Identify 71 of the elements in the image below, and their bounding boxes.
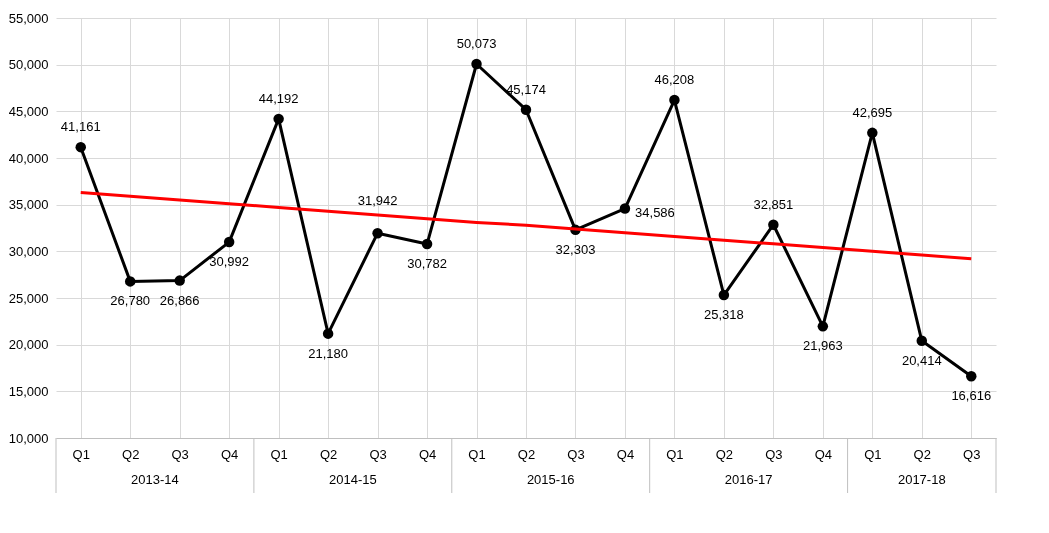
data-label: 44,192: [258, 90, 299, 106]
x-tick-label: Q2: [913, 446, 931, 462]
x-tick-label: Q3: [567, 446, 585, 462]
data-label: 30,782: [407, 256, 447, 272]
data-label: 32,851: [753, 196, 794, 212]
x-tick-label: Q1: [666, 446, 684, 462]
point: [75, 141, 86, 153]
text: 2014-15: [328, 472, 377, 487]
point: [768, 219, 779, 230]
x-tick-label: Q3: [369, 446, 387, 462]
data-label: 50,073: [456, 35, 497, 51]
x-tick-label: Q1: [72, 446, 90, 462]
x-tick-label: Q1: [468, 446, 486, 462]
y-tick-label: 45,000: [8, 103, 49, 119]
data-label: 46,208: [654, 72, 695, 88]
y-tick-label: 25,000: [8, 290, 49, 306]
x-tick-label: Q3: [963, 446, 981, 462]
point: [520, 104, 532, 115]
y-tick-label: 15,000: [8, 383, 49, 399]
point: [322, 328, 334, 339]
point: [669, 94, 680, 106]
data-label: 26,866: [159, 292, 200, 308]
y-tick-label: 50,000: [8, 57, 49, 73]
point: [916, 335, 928, 347]
x-tick-label: Q1: [864, 446, 882, 462]
point: [817, 321, 829, 332]
x-tick-label: Q4: [220, 446, 239, 462]
point: [867, 127, 878, 139]
x-tick-label: Q2: [122, 446, 140, 462]
data-label: 16,616: [951, 388, 992, 404]
point: [718, 289, 730, 301]
point: [372, 227, 383, 239]
x-tick-label: Q4: [616, 446, 635, 462]
point: [421, 238, 433, 250]
data-label: 32,303: [555, 241, 596, 257]
x-tick-label: Q2: [715, 446, 734, 462]
x-tick-label: Q3: [171, 446, 189, 462]
y-tick-label: 20,000: [8, 337, 49, 353]
x-tick-label: Q4: [418, 446, 437, 462]
data-label: 42,695: [852, 104, 893, 120]
text: 2015-16: [526, 472, 575, 487]
y-tick-label: 30,000: [8, 243, 49, 259]
data-label: 26,780: [110, 293, 151, 309]
data-label: 41,161: [60, 119, 101, 135]
text: 2013-14: [131, 472, 179, 487]
y-tick-label: 35,000: [8, 197, 49, 213]
data-label: 21,180: [308, 345, 348, 361]
text: 2017-18: [897, 472, 946, 487]
point: [966, 371, 977, 382]
y-tick-label: 40,000: [8, 150, 49, 166]
x-tick-label: Q2: [319, 446, 338, 462]
x-tick-label: Q4: [814, 446, 833, 462]
point: [223, 236, 235, 248]
point: [619, 203, 631, 214]
y-tick-label: 55,000: [8, 10, 49, 26]
point: [471, 58, 482, 70]
x-tick-label: Q1: [270, 446, 288, 462]
data-label: 20,414: [901, 352, 942, 368]
data-label: 31,942: [357, 192, 398, 208]
point: [124, 276, 136, 287]
point: [273, 113, 284, 125]
data-label: 45,174: [506, 81, 546, 97]
data-label: 34,586: [635, 204, 675, 220]
data-label: 21,963: [802, 338, 843, 354]
data-label: 30,992: [209, 254, 250, 270]
point: [174, 275, 185, 286]
x-tick-label: Q2: [517, 446, 536, 462]
y-tick-label: 10,000: [8, 430, 49, 446]
text: 2016-17: [724, 472, 773, 487]
data-label: 25,318: [704, 307, 744, 323]
x-tick-label: Q3: [765, 446, 783, 462]
